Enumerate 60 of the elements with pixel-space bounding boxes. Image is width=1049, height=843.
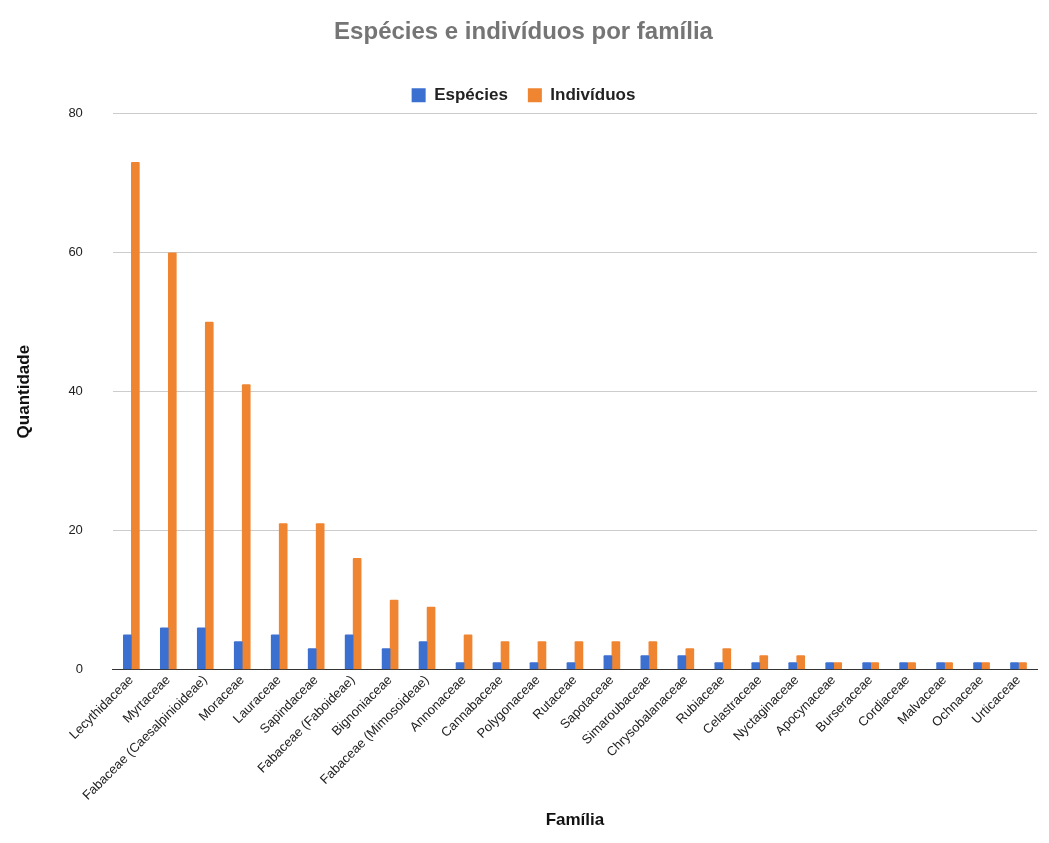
bar (278, 523, 288, 670)
bar (870, 662, 879, 670)
bar (611, 641, 621, 670)
bar (796, 655, 806, 670)
bar (714, 662, 724, 670)
bar (426, 606, 436, 670)
x-axis-title: Família (545, 810, 605, 830)
bar (500, 641, 510, 670)
bar (1010, 662, 1019, 670)
y-tick-label: 80 (68, 105, 83, 121)
bar (233, 641, 243, 670)
y-tick-label: 20 (68, 522, 83, 538)
bar (381, 648, 391, 670)
bar (640, 655, 650, 670)
bar (241, 384, 251, 670)
bar (537, 641, 547, 670)
y-axis-title: Quantidade (13, 344, 33, 439)
bar (159, 627, 169, 670)
bar (566, 662, 576, 670)
bar (603, 655, 613, 670)
bar (677, 655, 687, 670)
bar (751, 662, 761, 670)
bar (973, 662, 982, 670)
bar (123, 634, 132, 670)
chart-title: Espécies e indivíduos por família (334, 17, 714, 45)
bar (270, 634, 280, 670)
y-tick-label: 60 (68, 244, 83, 260)
bar (529, 662, 539, 670)
bar (463, 634, 473, 670)
bar (204, 321, 214, 670)
bar (981, 662, 990, 670)
bar (825, 662, 835, 670)
bar (759, 655, 769, 670)
bar (307, 648, 317, 670)
y-tick-label: 0 (75, 661, 83, 677)
bar (574, 641, 584, 670)
bar (648, 641, 658, 670)
bar (418, 641, 428, 670)
bar (907, 662, 916, 670)
bar (196, 627, 206, 670)
bar (944, 662, 953, 670)
legend-label: Indivíduos (550, 84, 636, 104)
bar (788, 662, 798, 670)
y-tick-label: 40 (68, 383, 83, 399)
bar (685, 648, 695, 670)
bar (936, 662, 945, 670)
bar (389, 599, 399, 670)
bar (1018, 662, 1027, 670)
bar (455, 662, 465, 670)
bar (862, 662, 871, 670)
bar (833, 662, 843, 670)
bar (131, 162, 140, 670)
bar (899, 662, 908, 670)
bar (315, 523, 325, 670)
bar (722, 648, 732, 670)
legend-label: Espécies (434, 84, 508, 104)
bar (492, 662, 502, 670)
bar (167, 252, 177, 670)
bar (344, 634, 354, 670)
bar (352, 558, 362, 670)
